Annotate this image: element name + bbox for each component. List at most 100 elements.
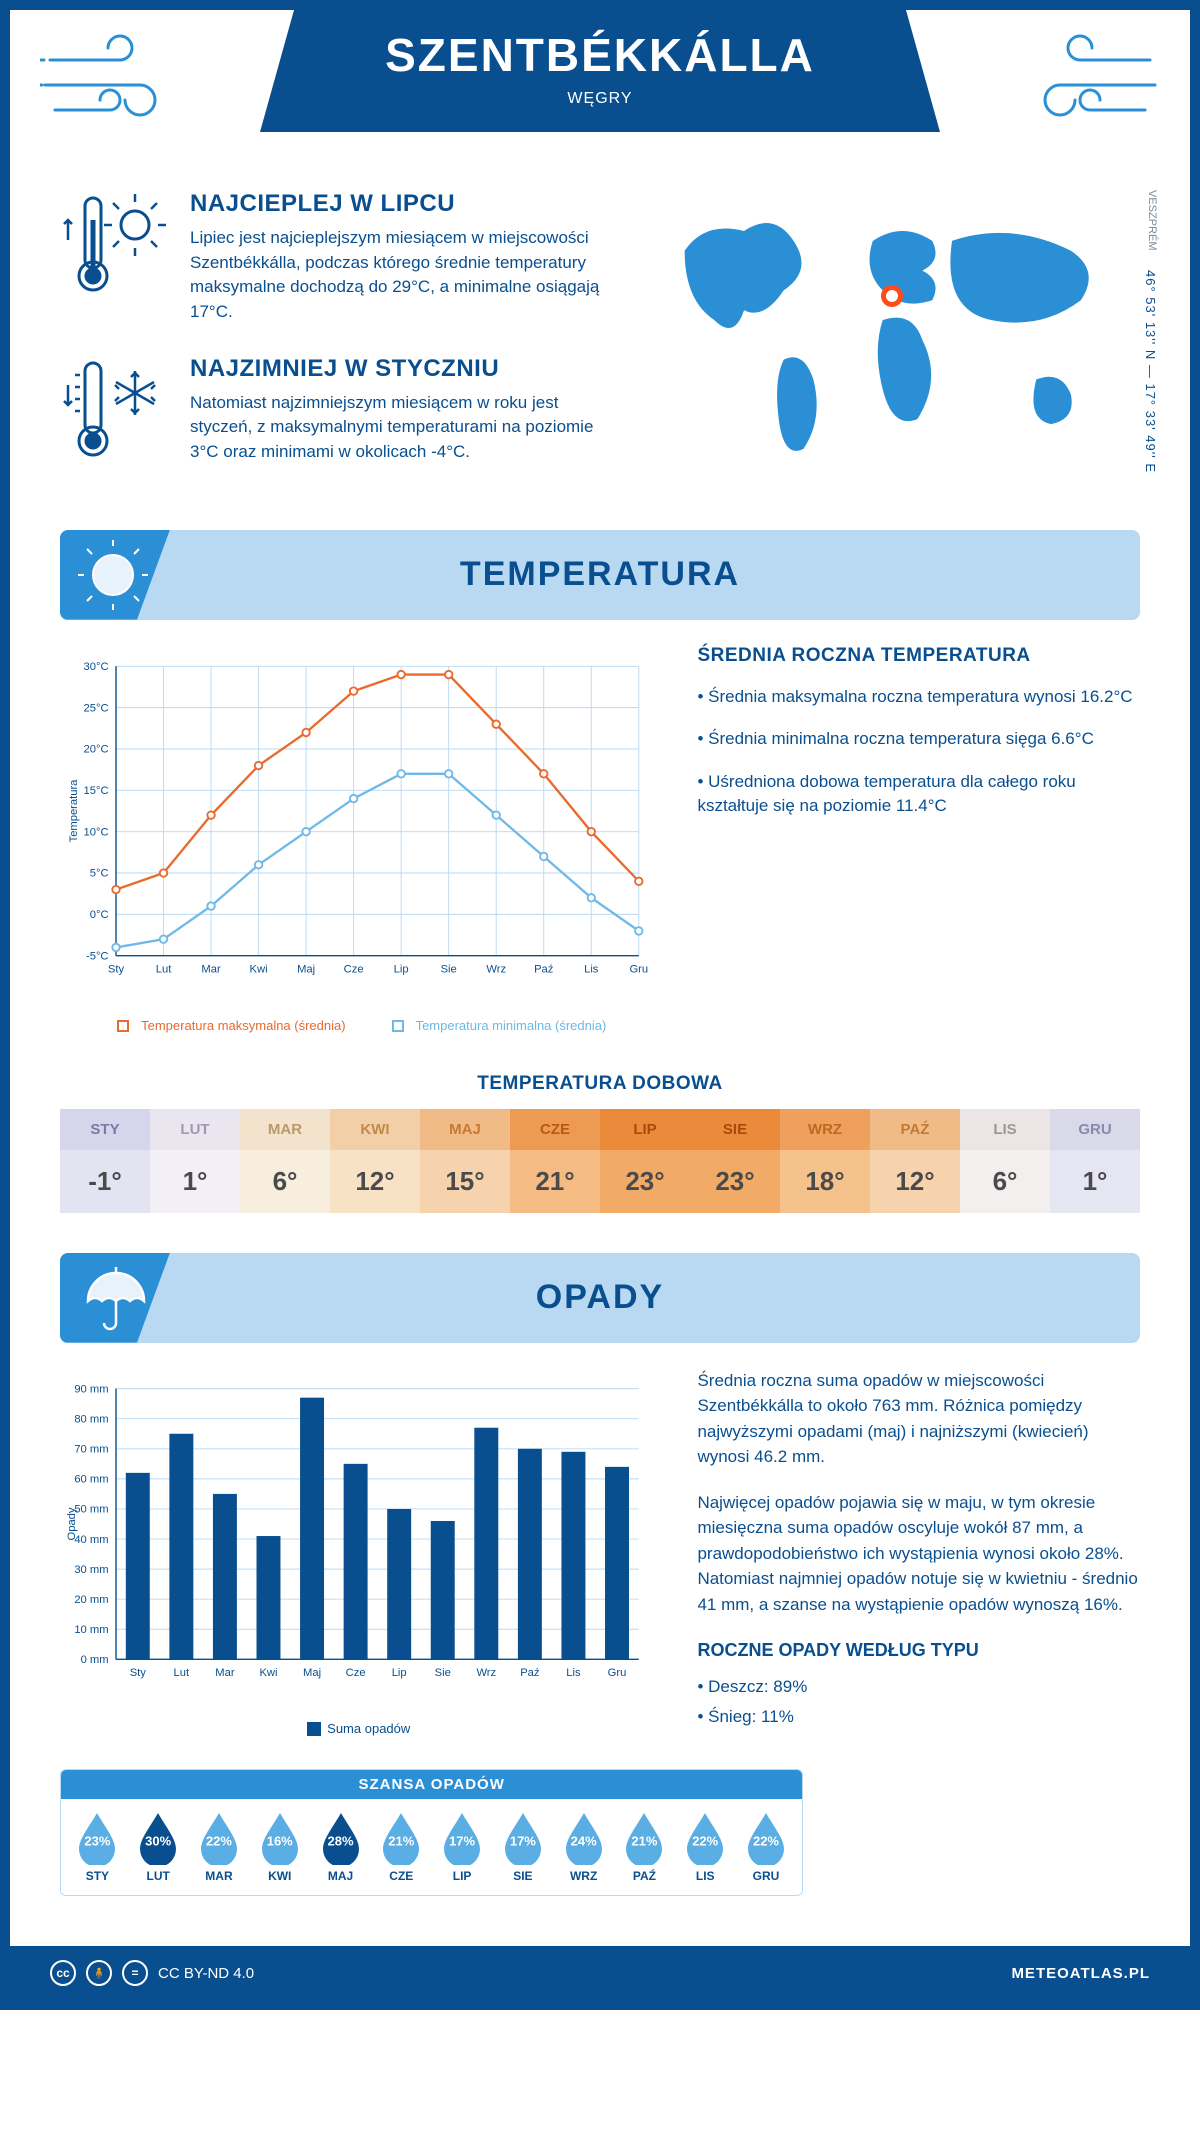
- drops-title: SZANSA OPADÓW: [61, 1770, 802, 1799]
- daily-col: PAŹ 12°: [870, 1109, 960, 1213]
- legend-min: Temperatura minimalna (średnia): [416, 1018, 607, 1033]
- svg-text:Sie: Sie: [435, 1667, 451, 1679]
- svg-text:Gru: Gru: [608, 1667, 627, 1679]
- svg-text:30°C: 30°C: [84, 661, 109, 673]
- raindrop-icon: 23%: [75, 1811, 119, 1865]
- svg-text:Temperatura: Temperatura: [68, 778, 80, 842]
- svg-text:Maj: Maj: [303, 1667, 321, 1679]
- drop-col: 22% LIS: [677, 1811, 734, 1883]
- footer-license: cc 🧍 = CC BY-ND 4.0: [50, 1960, 254, 1986]
- legend-max: Temperatura maksymalna (średnia): [141, 1018, 345, 1033]
- precip-type-title: ROCZNE OPADY WEDŁUG TYPU: [697, 1637, 1140, 1664]
- precip-area: 0 mm10 mm20 mm30 mm40 mm50 mm60 mm70 mm8…: [10, 1368, 1190, 1770]
- svg-text:-5°C: -5°C: [86, 950, 109, 962]
- drop-col: 17% LIP: [434, 1811, 491, 1883]
- precip-snow: • Śnieg: 11%: [697, 1704, 1140, 1730]
- svg-text:90 mm: 90 mm: [74, 1383, 108, 1395]
- daily-col: STY -1°: [60, 1109, 150, 1213]
- temperature-side: ŚREDNIA ROCZNA TEMPERATURA • Średnia mak…: [697, 645, 1140, 1033]
- daily-col: LIP 23°: [600, 1109, 690, 1213]
- raindrop-icon: 17%: [440, 1811, 484, 1865]
- daily-col: MAR 6°: [240, 1109, 330, 1213]
- by-icon: 🧍: [86, 1960, 112, 1986]
- precip-p2: Najwięcej opadów pojawia się w maju, w t…: [697, 1490, 1140, 1618]
- svg-text:Lis: Lis: [584, 963, 599, 975]
- drop-col: 17% SIE: [494, 1811, 551, 1883]
- svg-text:40 mm: 40 mm: [74, 1533, 108, 1545]
- temperature-area: -5°C0°C5°C10°C15°C20°C25°C30°CStyLutMarK…: [10, 645, 1190, 1063]
- svg-text:Kwi: Kwi: [250, 963, 268, 975]
- fact-cold-title: NAJZIMNIEJ W STYCZNIU: [190, 355, 605, 383]
- precip-section-bar: OPADY: [60, 1253, 1140, 1343]
- daily-col: KWI 12°: [330, 1109, 420, 1213]
- svg-text:15°C: 15°C: [84, 785, 109, 797]
- precip-side: Średnia roczna suma opadów w miejscowośc…: [697, 1368, 1140, 1750]
- raindrop-icon: 21%: [379, 1811, 423, 1865]
- svg-text:Mar: Mar: [215, 1667, 235, 1679]
- temp-side-b3: • Uśredniona dobowa temperatura dla całe…: [697, 770, 1140, 819]
- world-map: [645, 190, 1140, 470]
- svg-text:60 mm: 60 mm: [74, 1473, 108, 1485]
- fact-warm-text: Lipiec jest najcieplejszym miesiącem w m…: [190, 226, 605, 325]
- daily-col: LIS 6°: [960, 1109, 1050, 1213]
- drop-col: 21% PAŹ: [616, 1811, 673, 1883]
- intro-facts: NAJCIEPLEJ W LIPCU Lipiec jest najcieple…: [60, 190, 605, 500]
- svg-text:Lut: Lut: [174, 1667, 190, 1679]
- precip-chart: 0 mm10 mm20 mm30 mm40 mm50 mm60 mm70 mm8…: [60, 1368, 657, 1750]
- svg-text:Kwi: Kwi: [259, 1667, 277, 1679]
- wind-icon-left: [40, 30, 180, 145]
- daily-col: CZE 21°: [510, 1109, 600, 1213]
- svg-text:50 mm: 50 mm: [74, 1503, 108, 1515]
- daily-temp-title: TEMPERATURA DOBOWA: [10, 1073, 1190, 1095]
- license-text: CC BY-ND 4.0: [158, 1965, 254, 1982]
- svg-text:70 mm: 70 mm: [74, 1443, 108, 1455]
- svg-text:Maj: Maj: [297, 963, 315, 975]
- drop-col: 24% WRZ: [555, 1811, 612, 1883]
- drop-col: 16% KWI: [251, 1811, 308, 1883]
- sun-icon: [78, 540, 148, 615]
- drop-col: 21% CZE: [373, 1811, 430, 1883]
- daily-col: LUT 1°: [150, 1109, 240, 1213]
- svg-text:30 mm: 30 mm: [74, 1563, 108, 1575]
- svg-text:Lip: Lip: [394, 963, 409, 975]
- svg-text:Lip: Lip: [392, 1667, 407, 1679]
- svg-text:20°C: 20°C: [84, 743, 109, 755]
- page-title: SZENTBÉKKÁLLA: [260, 28, 940, 82]
- drop-col: 22% GRU: [738, 1811, 795, 1883]
- map-marker-icon: [881, 285, 903, 307]
- svg-text:Opady: Opady: [66, 1507, 78, 1540]
- region-label: VESZPRÉM: [1146, 190, 1158, 251]
- umbrella-icon: [78, 1263, 148, 1338]
- raindrop-icon: 22%: [744, 1811, 788, 1865]
- thermometer-snow-icon: [60, 355, 170, 470]
- raindrop-icon: 16%: [258, 1811, 302, 1865]
- svg-text:Paź: Paź: [534, 963, 554, 975]
- svg-text:Sty: Sty: [130, 1667, 147, 1679]
- fact-cold-text: Natomiast najzimniejszym miesiącem w rok…: [190, 391, 605, 465]
- svg-text:80 mm: 80 mm: [74, 1413, 108, 1425]
- temperature-section-bar: TEMPERATURA: [60, 530, 1140, 620]
- header: SZENTBÉKKÁLLA WĘGRY: [10, 10, 1190, 180]
- precip-legend-label: Suma opadów: [327, 1721, 410, 1736]
- precip-rain: • Deszcz: 89%: [697, 1674, 1140, 1700]
- raindrop-icon: 22%: [683, 1811, 727, 1865]
- svg-text:Gru: Gru: [629, 963, 648, 975]
- wind-icon-right: [1020, 30, 1160, 145]
- fact-warm-title: NAJCIEPLEJ W LIPCU: [190, 190, 605, 218]
- svg-text:Sty: Sty: [108, 963, 125, 975]
- daily-col: SIE 23°: [690, 1109, 780, 1213]
- svg-text:Wrz: Wrz: [476, 1667, 496, 1679]
- coords-label: 46° 53' 13'' N — 17° 33' 49'' E: [1143, 270, 1158, 473]
- svg-text:25°C: 25°C: [84, 702, 109, 714]
- raindrop-icon: 21%: [622, 1811, 666, 1865]
- temp-side-b2: • Średnia minimalna roczna temperatura s…: [697, 727, 1140, 752]
- drop-col: 28% MAJ: [312, 1811, 369, 1883]
- temperature-chart: -5°C0°C5°C10°C15°C20°C25°C30°CStyLutMarK…: [60, 645, 657, 1033]
- drop-col: 23% STY: [69, 1811, 126, 1883]
- fact-cold: NAJZIMNIEJ W STYCZNIU Natomiast najzimni…: [60, 355, 605, 470]
- svg-text:20 mm: 20 mm: [74, 1593, 108, 1605]
- svg-text:Lis: Lis: [566, 1667, 581, 1679]
- svg-text:10 mm: 10 mm: [74, 1624, 108, 1636]
- precip-title: OPADY: [536, 1278, 664, 1317]
- temp-side-b1: • Średnia maksymalna roczna temperatura …: [697, 685, 1140, 710]
